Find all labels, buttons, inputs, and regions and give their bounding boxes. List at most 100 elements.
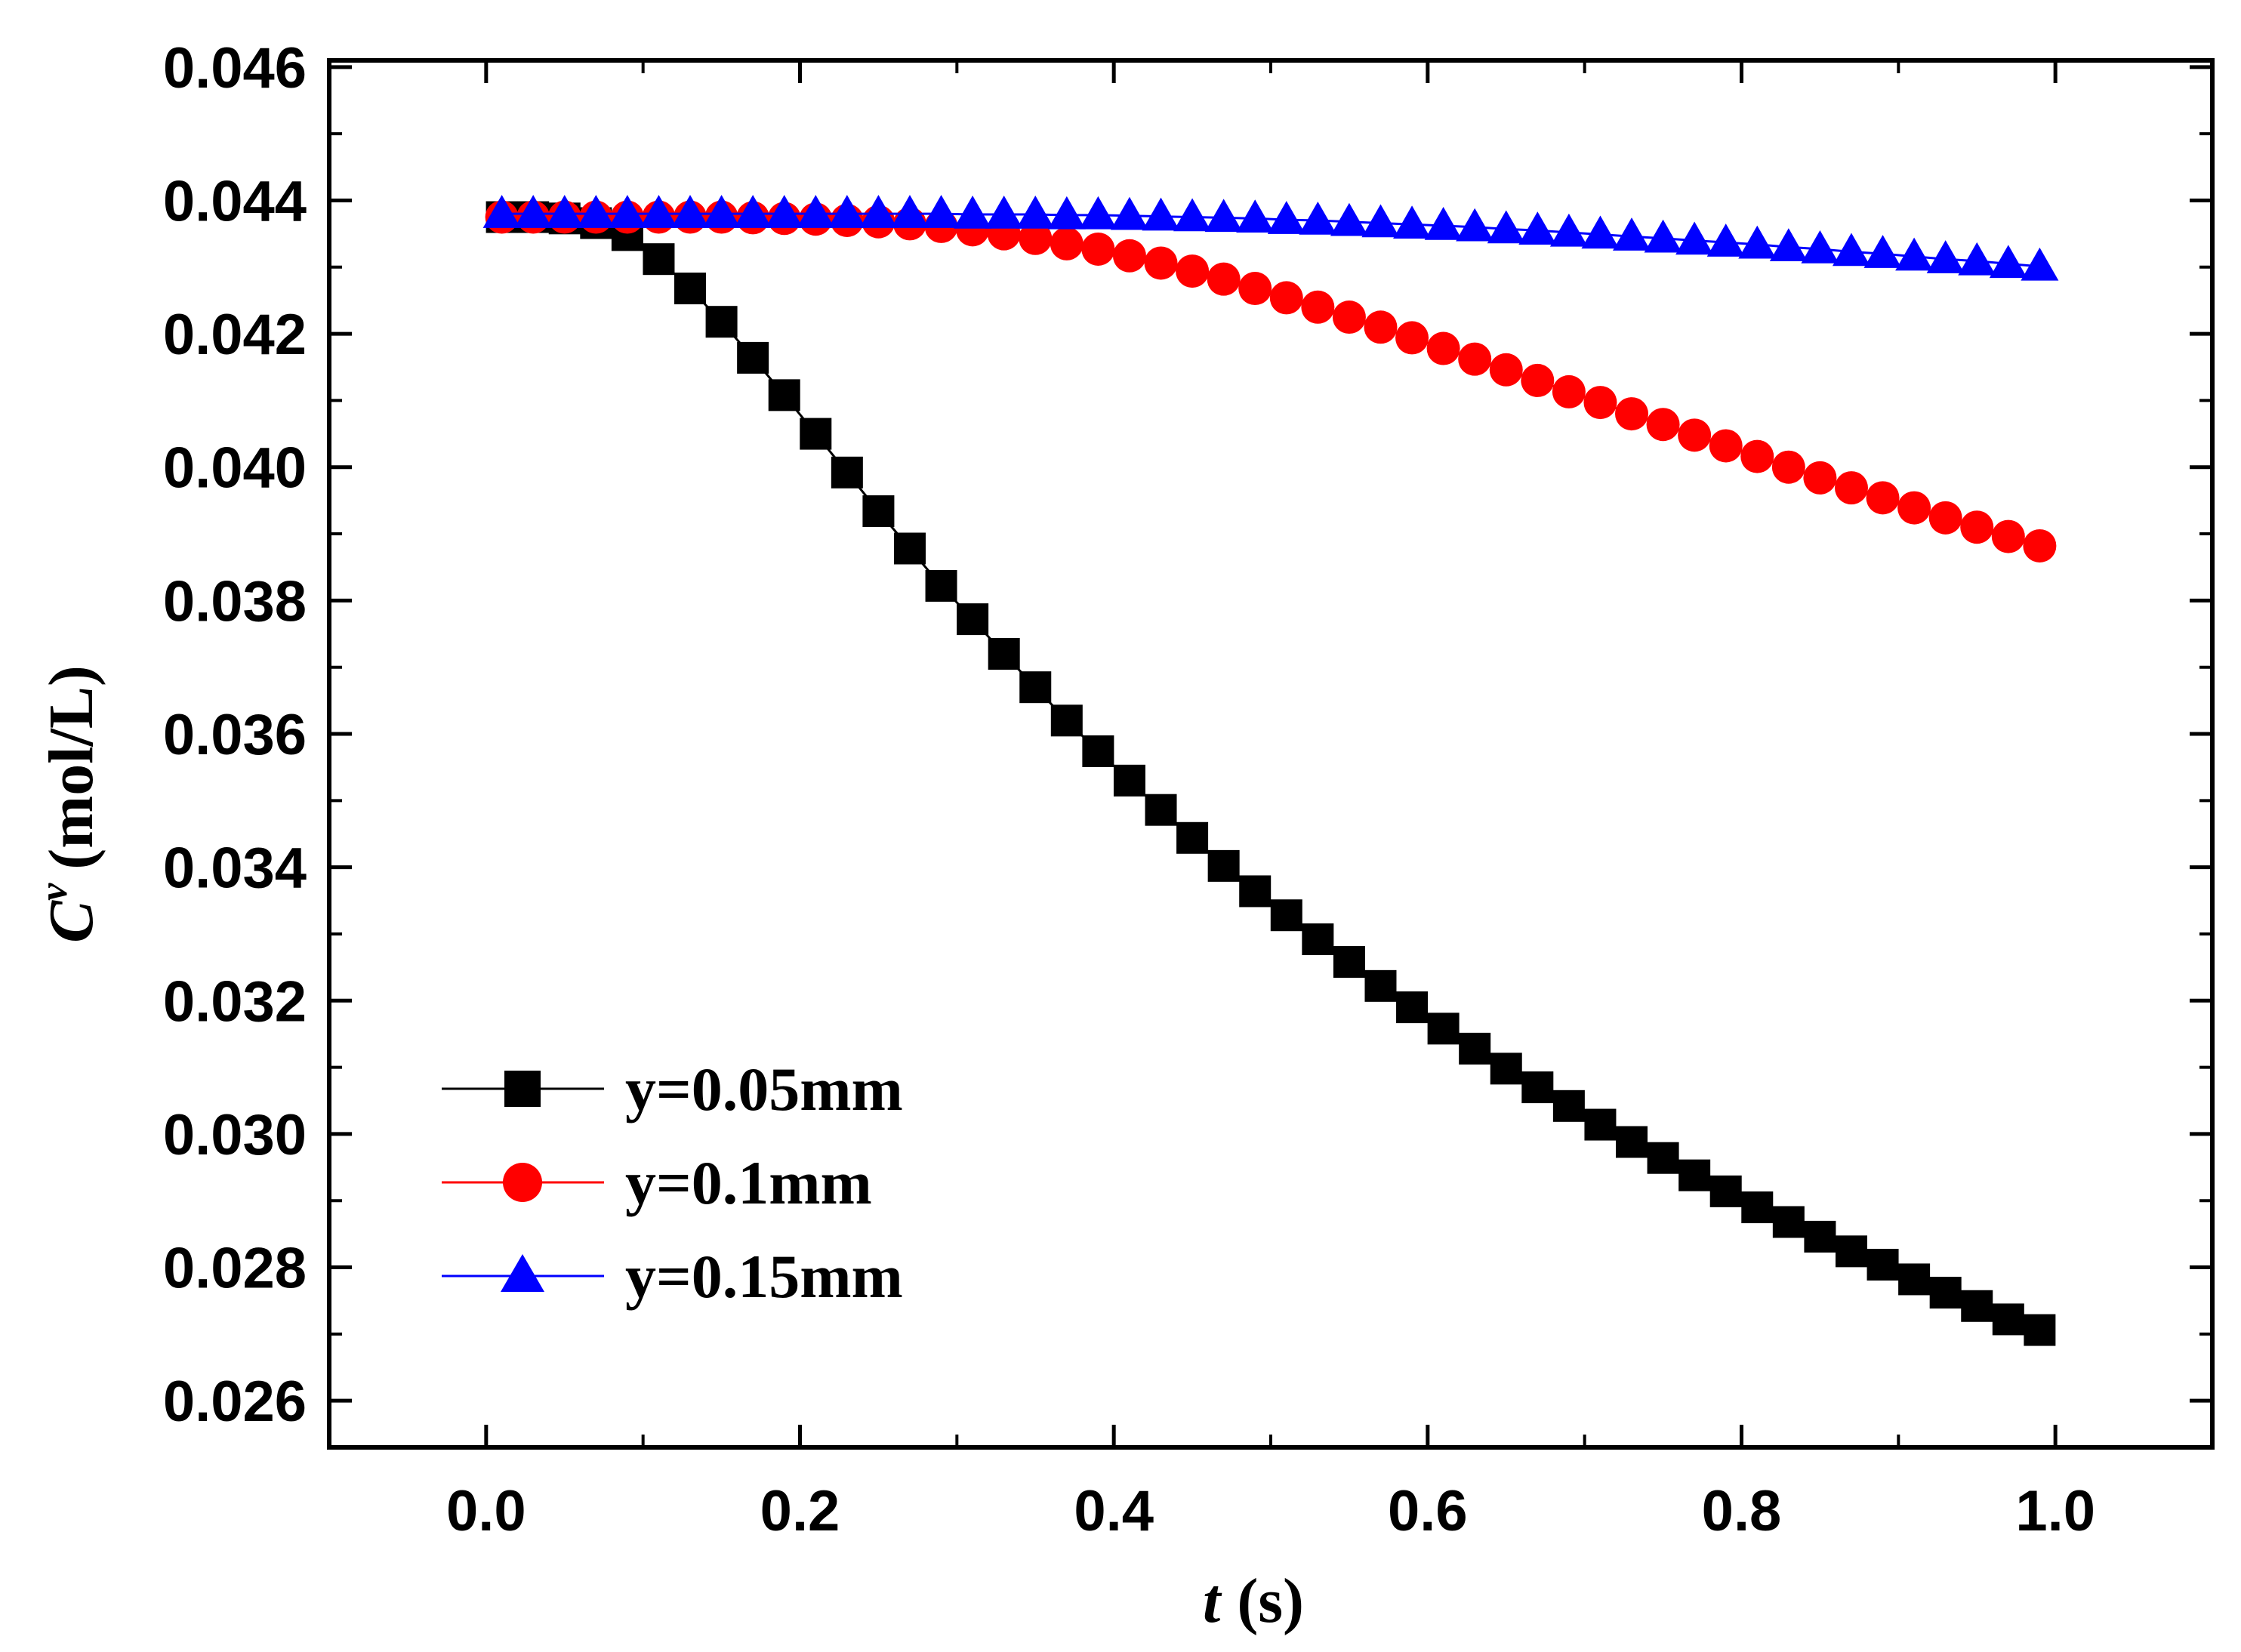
data-point-circle xyxy=(1269,281,1303,315)
data-point-triangle xyxy=(1738,225,1777,259)
data-point-triangle xyxy=(1549,213,1588,247)
data-point-square xyxy=(1113,764,1145,797)
data-point-triangle xyxy=(859,195,898,228)
data-point-triangle xyxy=(1204,199,1243,233)
y-axis-unit: (mol/L) xyxy=(36,665,106,870)
data-point-square xyxy=(768,379,800,411)
data-point-circle xyxy=(1176,254,1210,288)
data-point-triangle xyxy=(1456,208,1494,242)
series-layer xyxy=(482,195,2059,1346)
data-point-square xyxy=(1427,1012,1460,1045)
data-point-triangle xyxy=(2021,247,2059,281)
data-point-triangle xyxy=(1926,240,1965,273)
data-point-circle xyxy=(1740,439,1774,473)
data-point-square xyxy=(1616,1126,1648,1158)
data-point-square xyxy=(1552,1090,1585,1122)
data-point-triangle xyxy=(1361,204,1400,238)
data-point-square xyxy=(1364,969,1397,1002)
data-point-circle xyxy=(1395,321,1429,355)
legend-label-y015: y=0.15mm xyxy=(625,1242,903,1311)
data-point-circle xyxy=(1803,461,1837,495)
x-tick-label: 0.2 xyxy=(760,1479,840,1543)
data-point-square xyxy=(674,273,707,305)
data-point-triangle xyxy=(1330,202,1368,236)
y-tick-label: 0.026 xyxy=(163,1370,307,1434)
data-point-triangle xyxy=(514,195,553,228)
axis-ticks xyxy=(329,60,2212,1447)
data-point-square xyxy=(1772,1206,1805,1238)
data-point-triangle xyxy=(1047,196,1086,230)
y-tick-label: 0.044 xyxy=(163,169,307,233)
data-point-triangle xyxy=(1016,196,1055,229)
data-point-triangle xyxy=(1895,237,1934,271)
data-point-square xyxy=(1176,821,1209,854)
data-point-circle xyxy=(1238,272,1272,306)
legend-marker-triangle xyxy=(501,1254,544,1292)
legend-marker-square xyxy=(504,1071,541,1107)
data-point-square xyxy=(1584,1108,1617,1141)
data-point-square xyxy=(1835,1235,1867,1268)
data-point-circle xyxy=(1050,227,1084,260)
data-point-square xyxy=(1961,1290,1993,1322)
data-point-square xyxy=(737,341,769,374)
data-point-circle xyxy=(1991,519,2025,553)
data-point-circle xyxy=(1364,310,1398,344)
data-point-triangle xyxy=(1424,207,1463,240)
data-point-square xyxy=(1333,946,1365,979)
data-point-square xyxy=(1050,704,1083,737)
data-point-triangle xyxy=(1644,219,1682,253)
data-point-triangle xyxy=(828,195,866,228)
data-point-triangle xyxy=(671,195,710,228)
data-point-triangle xyxy=(1706,223,1745,257)
data-point-triangle xyxy=(545,195,584,228)
data-point-circle xyxy=(1771,450,1805,484)
data-point-square xyxy=(862,495,895,528)
data-point-circle xyxy=(1615,397,1649,431)
y-tick-labels: 0.026 0.028 0.030 0.032 0.034 0.036 0.038 0.040… xyxy=(163,36,307,1434)
data-point-triangle xyxy=(765,195,803,228)
data-point-square xyxy=(2024,1314,2056,1346)
data-point-square xyxy=(643,243,675,276)
data-point-triangle xyxy=(1769,228,1808,262)
data-point-circle xyxy=(1552,374,1586,408)
data-point-square xyxy=(1239,875,1272,908)
data-point-triangle xyxy=(702,195,741,228)
y-tick-label: 0.042 xyxy=(163,303,307,367)
x-tick-label: 0.4 xyxy=(1074,1479,1154,1543)
data-point-circle xyxy=(1678,418,1712,452)
data-point-square xyxy=(893,532,926,565)
x-tick-label: 0.6 xyxy=(1388,1479,1468,1543)
y-axis-superscript: v xyxy=(32,883,76,901)
x-tick-labels: 0.0 0.2 0.4 0.6 0.8 1.0 xyxy=(446,1479,2095,1543)
data-point-triangle xyxy=(482,195,521,228)
data-point-triangle xyxy=(1832,233,1870,267)
data-point-triangle xyxy=(954,196,992,229)
legend-marker-circle xyxy=(503,1163,542,1202)
data-point-triangle xyxy=(608,195,646,228)
x-tick-label: 1.0 xyxy=(2015,1479,2095,1543)
data-point-square xyxy=(957,603,989,636)
data-point-circle xyxy=(1144,246,1178,280)
data-point-square xyxy=(831,456,863,489)
data-point-circle xyxy=(1081,232,1115,266)
data-point-square xyxy=(1929,1277,1962,1309)
data-point-triangle xyxy=(1487,210,1525,244)
y-tick-label: 0.032 xyxy=(163,969,307,1034)
data-point-circle xyxy=(1019,221,1053,255)
data-point-triangle xyxy=(640,195,678,228)
data-point-triangle xyxy=(1675,221,1714,255)
y-tick-label: 0.028 xyxy=(163,1237,307,1301)
data-point-square xyxy=(1490,1053,1522,1085)
data-point-circle xyxy=(1301,290,1335,324)
y-tick-label: 0.034 xyxy=(163,837,307,901)
data-point-square xyxy=(1082,735,1114,767)
x-axis-var: t xyxy=(1203,1566,1222,1636)
data-point-circle xyxy=(2023,529,2057,562)
data-point-triangle xyxy=(1299,201,1337,235)
series-y=0.15mm xyxy=(482,195,2059,281)
data-point-triangle xyxy=(1581,215,1620,249)
data-point-triangle xyxy=(1613,217,1651,251)
x-axis-unit: (s) xyxy=(1237,1566,1304,1636)
data-point-circle xyxy=(1897,491,1931,525)
data-point-circle xyxy=(1866,481,1900,515)
